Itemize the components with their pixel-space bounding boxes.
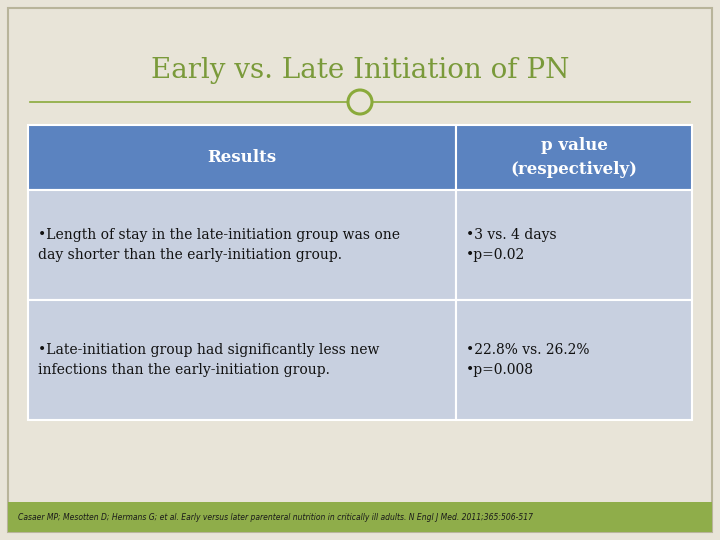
Text: Results: Results [207, 149, 276, 166]
Text: •3 vs. 4 days
•p=0.02: •3 vs. 4 days •p=0.02 [467, 228, 557, 262]
Text: Early vs. Late Initiation of PN: Early vs. Late Initiation of PN [150, 57, 570, 84]
Circle shape [348, 90, 372, 114]
FancyBboxPatch shape [456, 300, 692, 420]
Text: •22.8% vs. 26.2%
•p=0.008: •22.8% vs. 26.2% •p=0.008 [467, 343, 590, 377]
Text: p value
(respectively): p value (respectively) [510, 137, 638, 178]
Text: •Late-initiation group had significantly less new
infections than the early-init: •Late-initiation group had significantly… [38, 343, 379, 377]
FancyBboxPatch shape [8, 8, 712, 532]
FancyBboxPatch shape [28, 190, 456, 300]
Text: Casaer MP; Mesotten D; Hermans G; et al. Early versus later parenteral nutrition: Casaer MP; Mesotten D; Hermans G; et al.… [18, 512, 533, 522]
FancyBboxPatch shape [28, 300, 456, 420]
FancyBboxPatch shape [456, 190, 692, 300]
FancyBboxPatch shape [28, 125, 456, 190]
Text: •Length of stay in the late-initiation group was one
day shorter than the early-: •Length of stay in the late-initiation g… [38, 228, 400, 262]
FancyBboxPatch shape [456, 125, 692, 190]
FancyBboxPatch shape [8, 502, 712, 532]
